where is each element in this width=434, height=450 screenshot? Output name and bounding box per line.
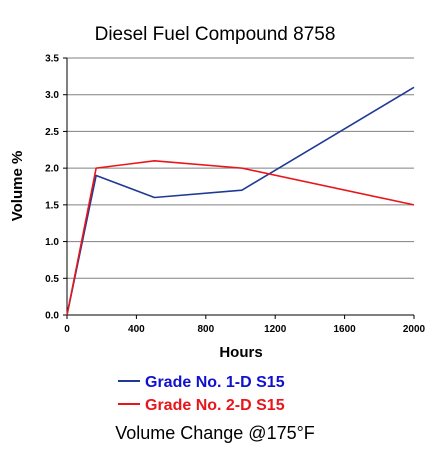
legend-label-grade-1d: Grade No. 1-D S15 (145, 374, 285, 391)
x-tick-label: 0 (64, 324, 70, 335)
series-lines (66, 86, 415, 316)
y-tick-label: 1.0 (45, 237, 59, 248)
x-tick-label: 400 (128, 324, 145, 335)
y-tick-labels: 0.0 0.5 1.0 1.5 2.0 2.5 3.0 3.5 (45, 54, 59, 322)
series-line-grade-1d (66, 86, 415, 316)
chart-caption: Volume Change @175°F (115, 423, 315, 443)
y-axis-label: Volume % (9, 151, 26, 222)
x-tick-label: 2000 (403, 324, 426, 335)
x-tick-label: 1600 (333, 324, 356, 335)
y-tick-label: 2.5 (45, 127, 59, 138)
chart-title: Diesel Fuel Compound 8758 (95, 24, 336, 45)
y-tick-label: 1.5 (45, 200, 59, 211)
gridlines (67, 57, 414, 279)
y-tick-label: 2.0 (45, 164, 59, 175)
legend: Grade No. 1-D S15 Grade No. 2-D S15 (118, 374, 285, 414)
x-axis-label: Hours (219, 344, 262, 361)
series-line-grade-2d (66, 160, 415, 316)
y-tick-label: 3.5 (45, 54, 59, 65)
legend-label-grade-2d: Grade No. 2-D S15 (145, 397, 285, 414)
axes (63, 57, 415, 319)
y-tick-label: 0.5 (45, 274, 59, 285)
y-tick-label: 0.0 (45, 311, 59, 322)
plot-area: 0.0 0.5 1.0 1.5 2.0 2.5 3.0 3.5 0 400 800 1200 1600… (45, 54, 425, 336)
x-tick-labels: 0 400 800 1200 1600 2000 (64, 324, 425, 335)
x-tick-label: 1200 (264, 324, 287, 335)
plot-frame (67, 58, 414, 315)
x-tick-label: 800 (197, 324, 214, 335)
y-tick-label: 3.0 (45, 90, 59, 101)
